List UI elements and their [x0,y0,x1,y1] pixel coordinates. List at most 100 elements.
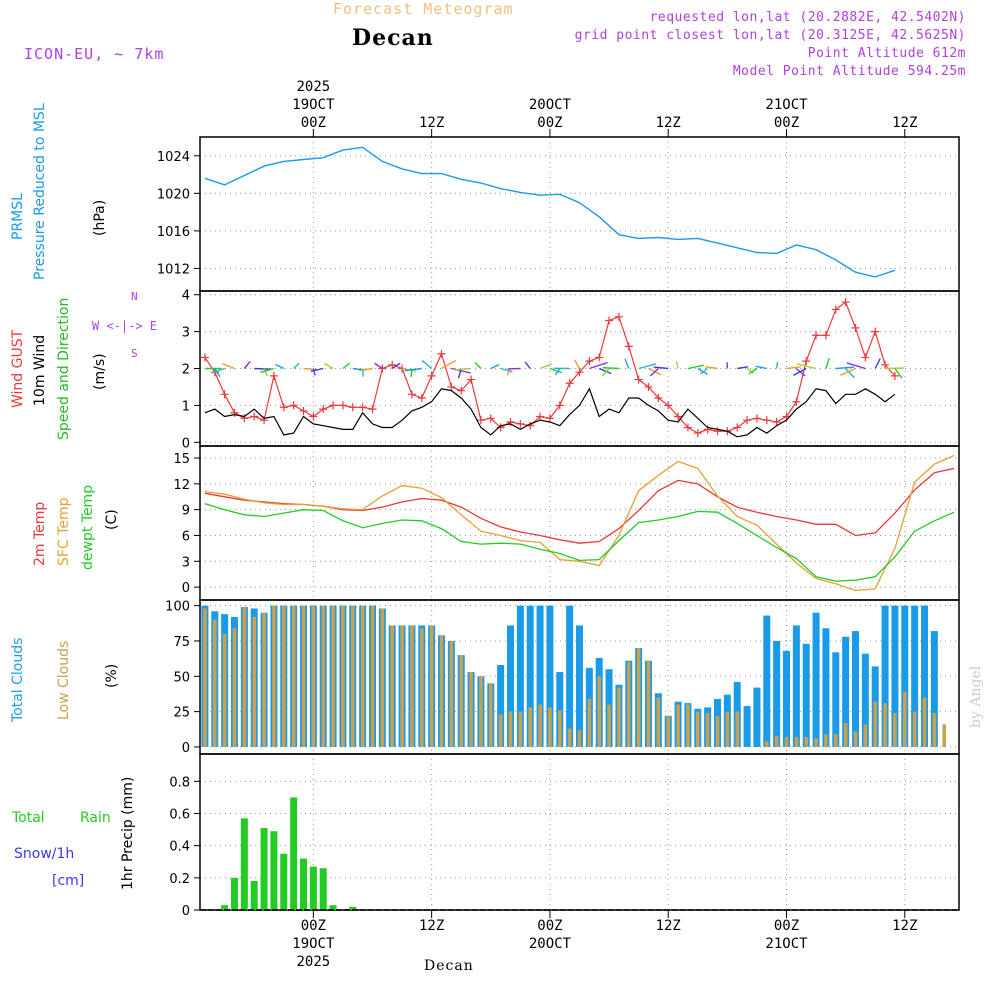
low-cloud-bar-35 [548,707,552,747]
wind-arrow-58 [775,361,779,369]
low-cloud-bar-75 [942,724,947,747]
temp-sfc-line [204,454,955,592]
low-cloud-bar-50 [695,711,700,747]
gust-marker-0 [200,353,209,362]
wind-arrow-4 [243,360,251,369]
total-cloud-bar-63 [822,628,830,747]
compass-n: N [131,290,138,303]
wind-arrow-6 [263,368,268,377]
ytick-label-1-0: 0 [182,436,190,451]
gust-marker-67 [861,353,870,362]
ytick-label-2-5: 15 [173,452,190,467]
ytick-label-1-1: 1 [182,399,190,414]
total-cloud-bar-59 [783,650,790,747]
gust-marker-16 [358,403,367,412]
top-time-label-0-1: 19OCT [292,97,335,113]
gust-marker-61 [802,357,811,366]
precip-total-label: Total [12,810,45,826]
gust-marker-10 [299,406,308,415]
bottom-time-label-0-0: 00Z [301,918,326,934]
bottom-time-label-2-0: 00Z [537,918,562,934]
low-cloud-bar-31 [508,711,513,747]
total-cloud-bar-57 [763,615,771,747]
location-name: Decan [352,25,434,51]
gust-marker-25 [447,382,456,391]
gust-marker-44 [634,375,643,384]
top-time-label-4-1: 00Z [774,115,799,131]
wind-arrow-9 [293,362,300,369]
total-cloud-bar-31 [507,625,514,747]
low-cloud-bar-62 [814,738,818,747]
pressure-line [204,146,896,278]
gust-marker-55 [743,416,752,425]
low-cloud-bar-74 [932,713,937,747]
chart-title: Forecast Meteogram [333,0,514,18]
wind-arrow-11 [312,368,316,376]
gust-marker-42 [614,312,623,321]
wind-arrow-59 [786,366,802,370]
wind-arrow-29 [490,363,500,370]
wind-arrow-33 [524,361,531,369]
gust-marker-23 [427,371,436,380]
top-time-label-2-0: 20OCT [529,97,572,113]
low-cloud-bar-1 [212,619,217,747]
wind-arrow-70 [894,368,903,379]
low-cloud-bar-47 [666,715,671,747]
wind-arrow-40 [598,367,612,375]
wind-arrow-3 [221,362,235,370]
gust-marker-28 [476,416,485,425]
total-cloud-bar-36 [556,672,564,747]
wind-arrow-28 [474,362,482,369]
gust-marker-68 [871,327,880,336]
gust-marker-64 [831,305,840,314]
low-cloud-bar-40 [597,676,602,747]
gust-marker-35 [545,414,554,423]
ytick-label-3-4: 100 [165,600,190,615]
wind-arrow-64 [835,366,855,370]
low-cloud-bar-73 [922,697,927,747]
total-cloud-bar-64 [832,652,840,747]
temp-dewpt-line [204,502,955,582]
gust-marker-46 [654,394,663,403]
gust-marker-2 [220,390,229,399]
rain-bar-10 [319,868,327,910]
total-cloud-bar-38 [576,625,583,747]
wind-arrow-31 [506,368,512,376]
low-cloud-bar-58 [774,735,779,747]
low-cloud-bar-41 [607,704,611,747]
ytick-label-2-1: 3 [182,555,190,570]
wind-arrow-30 [500,367,513,373]
ytick-label-4-0: 0 [182,904,190,919]
gust-marker-40 [595,353,604,362]
low-cloud-bar-53 [725,711,730,747]
bottom-time-label-2-1: 20OCT [529,936,572,952]
rain-bar-3 [250,881,258,910]
wind-arrow-51 [700,367,709,375]
low-cloud-bar-71 [902,691,907,747]
top-time-label-0-0: 2025 [296,79,330,95]
rain-bar-5 [270,831,278,910]
low-cloud-bar-8 [281,605,286,747]
requested-coords: requested lon,lat (20.2882E, 42.5402N) [649,10,966,25]
ytick-label-2-3: 9 [182,504,190,519]
gust-marker-15 [348,403,357,412]
gust-marker-52 [713,427,722,436]
rain-bar-9 [309,866,317,910]
gust-marker-51 [703,425,712,434]
wind-arrow-18 [374,362,383,370]
total-cloud-bar-67 [861,653,869,747]
gust-marker-49 [683,423,692,432]
low-cloud-bar-61 [804,737,809,747]
wind-arrow-52 [705,366,718,370]
wind-arrow-23 [421,359,433,370]
low-cloud-bar-39 [587,698,592,747]
wind-arrow-46 [649,367,659,377]
low-cloud-bar-23 [429,625,434,747]
gust-marker-69 [881,360,890,369]
rain-bar-8 [300,858,307,910]
low-cloud-bar-36 [557,710,562,747]
precip-snow-label: Snow/1h [14,846,75,862]
gust-marker-70 [890,371,899,380]
total-cloud-bar-74 [930,631,938,747]
